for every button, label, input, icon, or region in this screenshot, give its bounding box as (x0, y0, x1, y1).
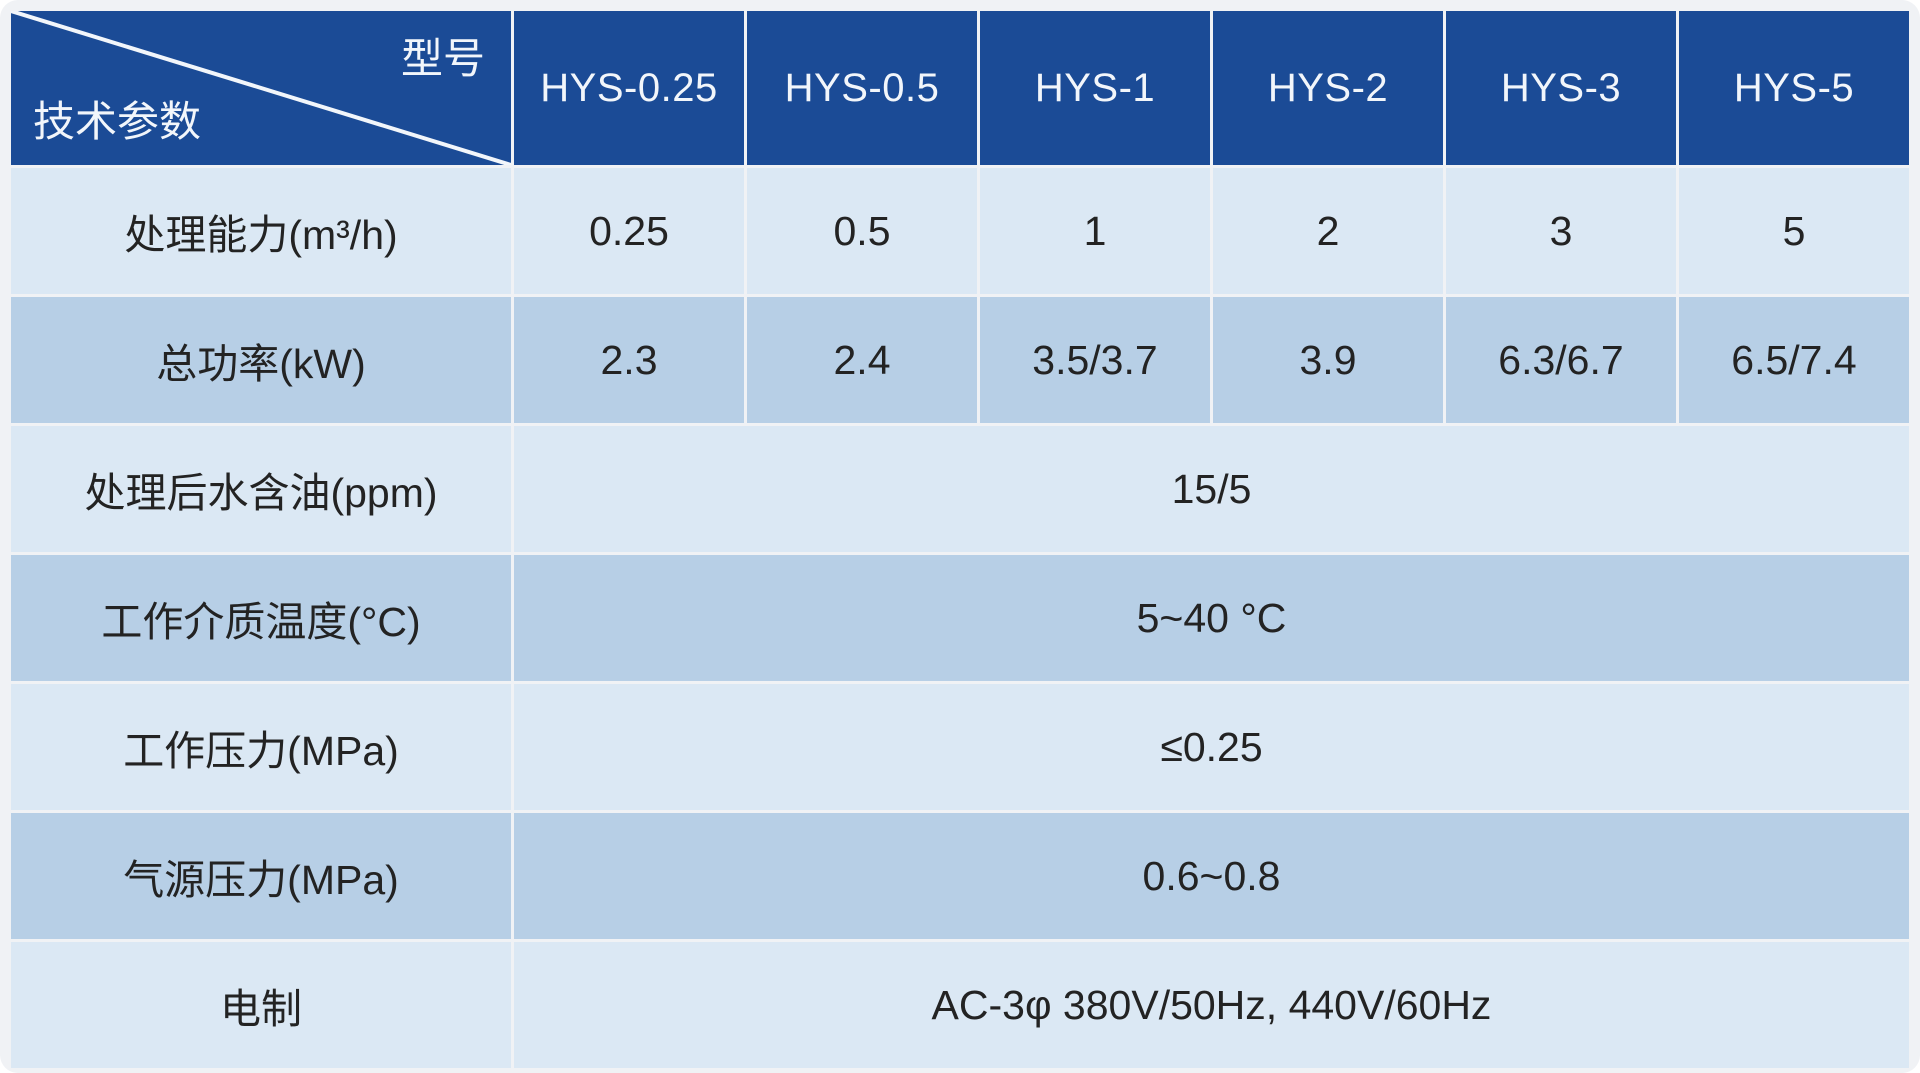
table-row-total-power: 总功率(kW) 2.3 2.4 3.5/3.7 3.9 6.3/6.7 6.5/… (11, 297, 1909, 423)
cell-value: 3 (1446, 168, 1676, 294)
row-label: 电制 (11, 942, 511, 1068)
merged-cell-value: AC-3φ 380V/50Hz, 440V/60Hz (514, 942, 1909, 1068)
cell-value: 3.9 (1213, 297, 1443, 423)
column-header-model-1: HYS-0.5 (747, 11, 977, 165)
cell-value: 3.5/3.7 (980, 297, 1210, 423)
table-row-working-pressure: 工作压力(MPa) ≤0.25 (11, 684, 1909, 810)
column-header-model-0: HYS-0.25 (514, 11, 744, 165)
merged-cell-value: 15/5 (514, 426, 1909, 552)
column-header-model-5: HYS-5 (1679, 11, 1909, 165)
row-label: 气源压力(MPa) (11, 813, 511, 939)
cell-value: 0.5 (747, 168, 977, 294)
merged-cell-value: ≤0.25 (514, 684, 1909, 810)
cell-value: 2.3 (514, 297, 744, 423)
cell-value: 6.5/7.4 (1679, 297, 1909, 423)
diagonal-corner-inner: 型号 技术参数 (11, 11, 511, 165)
diagonal-corner-cell: 型号 技术参数 (11, 11, 511, 165)
row-label: 工作压力(MPa) (11, 684, 511, 810)
technical-parameters-table: 型号 技术参数 HYS-0.25 HYS-0.5 HYS-1 HYS-2 HYS… (8, 8, 1912, 1071)
row-label: 工作介质温度(°C) (11, 555, 511, 681)
column-header-model-2: HYS-1 (980, 11, 1210, 165)
table-row-capacity: 处理能力(m³/h) 0.25 0.5 1 2 3 5 (11, 168, 1909, 294)
table-row-air-pressure: 气源压力(MPa) 0.6~0.8 (11, 813, 1909, 939)
corner-label-model: 型号 (400, 35, 485, 82)
row-label: 处理能力(m³/h) (11, 168, 511, 294)
row-label: 总功率(kW) (11, 297, 511, 423)
merged-cell-value: 5~40 °C (514, 555, 1909, 681)
table-row-medium-temperature: 工作介质温度(°C) 5~40 °C (11, 555, 1909, 681)
diagonal-line (11, 11, 511, 165)
cell-value: 6.3/6.7 (1446, 297, 1676, 423)
table-row-electrical-system: 电制 AC-3φ 380V/50Hz, 440V/60Hz (11, 942, 1909, 1068)
header-row: 型号 技术参数 HYS-0.25 HYS-0.5 HYS-1 HYS-2 HYS… (11, 11, 1909, 165)
row-label: 处理后水含油(ppm) (11, 426, 511, 552)
cell-value: 1 (980, 168, 1210, 294)
corner-label-parameters: 技术参数 (33, 98, 202, 145)
column-header-model-4: HYS-3 (1446, 11, 1676, 165)
table-row-oil-content: 处理后水含油(ppm) 15/5 (11, 426, 1909, 552)
cell-value: 0.25 (514, 168, 744, 294)
cell-value: 2 (1213, 168, 1443, 294)
merged-cell-value: 0.6~0.8 (514, 813, 1909, 939)
cell-value: 2.4 (747, 297, 977, 423)
cell-value: 5 (1679, 168, 1909, 294)
column-header-model-3: HYS-2 (1213, 11, 1443, 165)
